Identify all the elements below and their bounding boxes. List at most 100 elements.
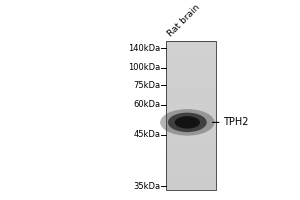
Bar <box>167 151 216 152</box>
Bar <box>167 105 216 106</box>
Bar <box>167 93 216 94</box>
Bar <box>167 82 216 83</box>
Bar <box>167 171 216 172</box>
Bar <box>167 158 216 159</box>
Bar <box>167 63 216 64</box>
Bar <box>167 119 216 120</box>
Bar <box>167 165 216 166</box>
Bar <box>167 70 216 71</box>
Bar <box>167 72 216 73</box>
Bar <box>167 136 216 137</box>
Bar <box>167 56 216 57</box>
Bar <box>167 188 216 189</box>
Bar <box>167 178 216 179</box>
Bar <box>167 156 216 157</box>
Bar <box>167 182 216 183</box>
Bar <box>167 41 216 190</box>
Bar <box>167 88 216 89</box>
Bar <box>167 75 216 76</box>
Bar <box>167 55 216 56</box>
Bar <box>167 130 216 131</box>
Bar <box>167 169 216 170</box>
Bar <box>167 83 216 84</box>
Bar <box>167 167 216 168</box>
Bar <box>167 133 216 134</box>
Bar <box>167 125 216 126</box>
Bar <box>167 77 216 78</box>
Bar <box>167 153 216 154</box>
Bar <box>167 67 216 68</box>
Bar <box>167 51 216 52</box>
Bar <box>167 131 216 132</box>
Bar <box>167 107 216 108</box>
Bar <box>167 132 216 133</box>
Bar <box>167 159 216 160</box>
Bar <box>167 44 216 45</box>
Bar <box>167 103 216 104</box>
Bar <box>167 69 216 70</box>
Ellipse shape <box>160 109 214 136</box>
Bar <box>167 176 216 177</box>
Bar <box>167 129 216 130</box>
Text: 100kDa: 100kDa <box>128 63 160 72</box>
Bar <box>167 138 216 139</box>
Bar <box>167 91 216 92</box>
Text: TPH2: TPH2 <box>223 117 249 127</box>
Bar <box>167 189 216 190</box>
Text: 140kDa: 140kDa <box>128 44 160 53</box>
Bar <box>167 104 216 105</box>
Bar <box>167 96 216 97</box>
Bar <box>167 41 216 42</box>
Bar <box>167 66 216 67</box>
Bar <box>167 52 216 53</box>
Bar <box>167 115 216 116</box>
Bar <box>167 54 216 55</box>
Bar <box>167 163 216 164</box>
Bar <box>167 58 216 59</box>
Bar <box>167 187 216 188</box>
Bar <box>167 62 216 63</box>
Bar <box>167 42 216 43</box>
Bar <box>167 100 216 101</box>
Bar <box>167 162 216 163</box>
Text: 75kDa: 75kDa <box>133 81 160 90</box>
Bar <box>167 74 216 75</box>
Bar <box>167 109 216 110</box>
Bar <box>167 143 216 144</box>
Bar <box>167 161 216 162</box>
Bar <box>167 166 216 167</box>
Bar <box>167 45 216 46</box>
Bar <box>167 181 216 182</box>
Bar <box>167 172 216 173</box>
Bar <box>167 85 216 86</box>
Bar <box>167 92 216 93</box>
Bar <box>167 145 216 146</box>
Bar <box>167 86 216 87</box>
Bar <box>167 118 216 119</box>
Bar <box>167 101 216 102</box>
Bar <box>167 137 216 138</box>
Bar <box>167 144 216 145</box>
Bar <box>167 180 216 181</box>
Bar <box>167 46 216 47</box>
Bar <box>167 124 216 125</box>
Bar <box>167 116 216 117</box>
Bar <box>167 43 216 44</box>
Bar <box>167 81 216 82</box>
Text: 45kDa: 45kDa <box>134 130 160 139</box>
Bar <box>167 175 216 176</box>
Bar <box>167 142 216 143</box>
Bar <box>167 89 216 90</box>
Bar <box>167 64 216 65</box>
Bar <box>167 173 216 174</box>
Bar <box>167 127 216 128</box>
Bar <box>167 141 216 142</box>
Ellipse shape <box>175 116 200 129</box>
Bar <box>167 87 216 88</box>
Bar <box>167 47 216 48</box>
Bar <box>167 121 216 122</box>
Bar <box>167 53 216 54</box>
Bar <box>167 177 216 178</box>
Bar <box>167 148 216 149</box>
Bar <box>167 128 216 129</box>
